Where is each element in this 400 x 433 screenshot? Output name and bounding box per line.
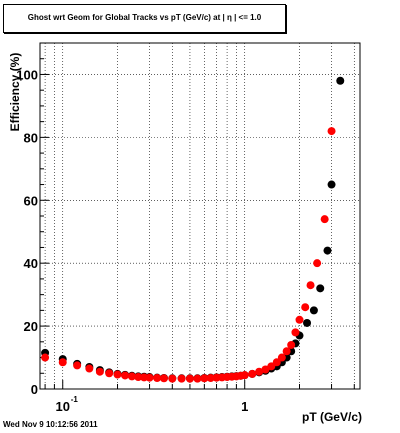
axes: 0 20 40 60 80 100 10 -1 1	[16, 58, 355, 414]
red-marker	[267, 362, 276, 371]
y-tick-label: 60	[24, 193, 38, 208]
y-tick-label: 20	[24, 319, 38, 334]
red-marker	[127, 372, 136, 381]
red-marker	[200, 374, 209, 383]
timestamp-footer: Wed Nov 9 10:12:56 2011	[3, 420, 98, 429]
x-tick-label: 1	[241, 399, 248, 414]
y-axis-label: Efficiency (%)	[8, 53, 22, 132]
black-marker	[303, 318, 312, 327]
red-marker	[159, 374, 168, 383]
red-marker	[121, 371, 130, 380]
black-marker	[336, 76, 345, 85]
red-marker	[41, 353, 50, 362]
red-marker	[95, 367, 104, 376]
red-marker	[313, 259, 322, 268]
data-points	[41, 76, 345, 383]
red-marker	[73, 361, 82, 370]
y-tick-label: 100	[16, 67, 38, 82]
y-tick-label: 0	[31, 382, 38, 397]
red-marker	[327, 127, 336, 136]
red-marker	[301, 303, 310, 312]
red-marker	[58, 358, 67, 367]
x-axis-label: pT (GeV/c)	[302, 410, 362, 424]
black-marker	[323, 246, 332, 255]
red-marker	[85, 364, 94, 373]
black-marker	[327, 180, 336, 189]
red-marker	[105, 369, 114, 378]
black-marker	[316, 284, 325, 293]
title-box: Ghost wrt Geom for Global Tracks vs pT (…	[3, 4, 286, 33]
red-marker	[145, 373, 154, 382]
red-marker	[113, 370, 122, 379]
red-marker	[320, 215, 329, 224]
plot-frame	[39, 42, 361, 390]
grid	[40, 43, 360, 389]
x-tick-label-exponent: -1	[71, 395, 79, 404]
red-marker	[248, 369, 257, 378]
black-marker	[309, 306, 318, 315]
red-marker	[295, 315, 304, 324]
red-marker	[153, 373, 162, 382]
red-marker	[185, 374, 194, 383]
red-marker	[134, 373, 143, 382]
red-marker	[168, 374, 177, 383]
red-marker	[261, 365, 270, 374]
red-marker	[255, 367, 264, 376]
red-marker	[306, 281, 315, 290]
red-marker	[287, 340, 296, 349]
y-tick-label: 80	[24, 130, 38, 145]
red-marker	[282, 347, 291, 356]
x-tick-label: 10	[56, 399, 70, 414]
red-marker	[193, 374, 202, 383]
red-marker	[206, 373, 215, 382]
red-marker	[177, 374, 186, 383]
red-marker	[291, 328, 300, 337]
chart-title: Ghost wrt Geom for Global Tracks vs pT (…	[27, 13, 262, 22]
red-marker	[272, 358, 281, 367]
red-marker	[277, 353, 286, 362]
red-marker	[240, 371, 249, 380]
y-tick-label: 40	[24, 256, 38, 271]
